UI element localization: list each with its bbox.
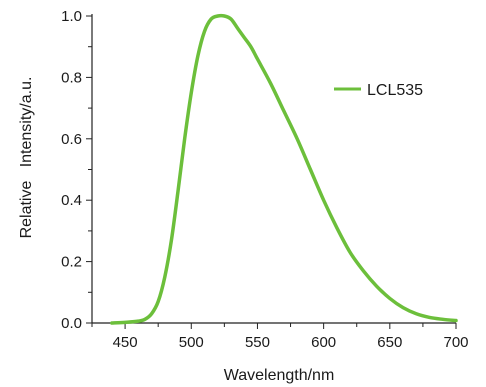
y-tick-label: 1.0 (61, 8, 82, 25)
y-tick-label: 0.6 (61, 131, 82, 148)
y-tick-label: 0.8 (61, 69, 82, 86)
x-ticks: 450 500 550 600 650 700 (91, 323, 469, 351)
y-tick-label: 0.0 (61, 315, 82, 332)
legend-label: LCL535 (367, 82, 423, 99)
series-line-lcl535 (110, 13, 458, 325)
x-tick-label: 700 (443, 334, 468, 351)
x-tick-label: 450 (113, 334, 138, 351)
y-tick-label: 0.4 (61, 192, 82, 209)
x-tick-label: 500 (179, 334, 204, 351)
x-tick-label: 550 (245, 334, 270, 351)
y-axis-title: Relative Intensity/a.u. (18, 77, 35, 239)
x-tick-label: 650 (377, 334, 402, 351)
x-axis-title: Wavelength/nm (224, 367, 335, 384)
series-group (110, 13, 458, 325)
y-tick-label: 0.2 (61, 254, 82, 271)
legend: LCL535 (334, 82, 423, 99)
axes (91, 14, 456, 324)
y-ticks: 0.0 0.2 0.4 0.6 0.8 1.0 (61, 8, 92, 332)
x-tick-label: 600 (311, 334, 336, 351)
